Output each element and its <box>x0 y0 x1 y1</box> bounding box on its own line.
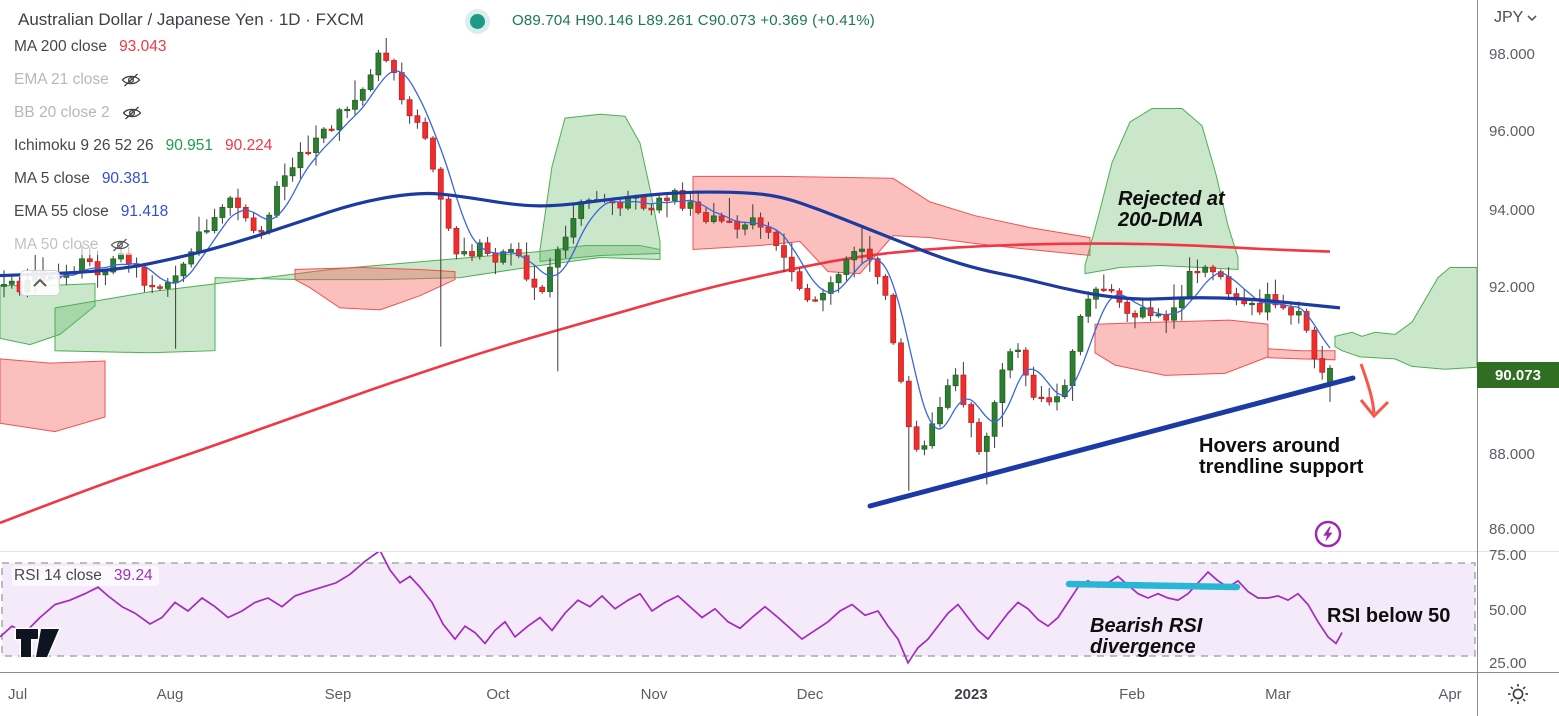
time-tick-Nov: Nov <box>640 686 668 703</box>
rsi-legend: RSI 14 close 39.24 <box>12 566 159 586</box>
time-tick-Aug: Aug <box>156 686 184 703</box>
legend-row-ma-50-close: MA 50 close <box>12 235 137 255</box>
legend-row-ichimoku-9-26-52-26: Ichimoku 9 26 52 26 90.951 90.224 <box>12 136 279 156</box>
annotation-bearish-rsi-divergence[interactable]: Bearish RSI divergence <box>1090 615 1203 658</box>
time-tick-Oct: Oct <box>486 686 510 703</box>
rsi-pane[interactable] <box>0 551 1477 672</box>
ichimoku-cloud-red <box>294 266 456 311</box>
annotation-rsi-below-50[interactable]: RSI below 50 <box>1327 605 1451 627</box>
price-tick-75.00: 75.00 <box>1489 547 1527 564</box>
toggle-visibility-button[interactable] <box>122 105 142 121</box>
down-arrow-head <box>1359 399 1390 419</box>
price-tick-98.000: 98.000 <box>1489 46 1535 63</box>
chevron-up-icon <box>33 278 47 287</box>
legend-value: 90.951 <box>165 137 214 154</box>
time-axis-settings[interactable] <box>1477 672 1559 716</box>
market-status-dot[interactable] <box>470 14 485 29</box>
currency-label: JPY <box>1494 9 1524 26</box>
ichimoku-cloud-green <box>1084 108 1239 275</box>
last-price-badge: 90.073 <box>1477 362 1559 388</box>
legend-row-ma-200-close: MA 200 close 93.043 <box>12 37 173 57</box>
toggle-visibility-button[interactable] <box>121 72 141 88</box>
ichimoku-cloud-red <box>1094 319 1269 376</box>
time-tick-Mar: Mar <box>1265 686 1291 703</box>
annotation-hovers-trendline-support[interactable]: Hovers around trendline support <box>1199 435 1364 478</box>
eye-off-icon <box>122 106 142 120</box>
candlestick-layer[interactable] <box>1 52 1333 453</box>
price-pane[interactable] <box>0 0 1477 551</box>
symbol-title[interactable]: Australian Dollar / Japanese Yen · 1D · … <box>18 10 364 29</box>
rsi-legend-value: 39.24 <box>113 567 153 584</box>
tradingview-logo[interactable] <box>13 624 63 662</box>
pane-separator[interactable] <box>0 551 1559 552</box>
legend-label: MA 50 close <box>14 236 99 253</box>
legend-label: MA 200 close <box>14 38 108 55</box>
legend-row-bb-20-close-2: BB 20 close 2 <box>12 103 148 123</box>
time-axis-separator <box>0 672 1559 673</box>
legend-value: 90.381 <box>101 170 150 187</box>
price-tick-50.00: 50.00 <box>1489 602 1527 619</box>
annotation-rejected-at-200dma[interactable]: Rejected at 200-DMA <box>1118 188 1225 231</box>
legend-label: MA 5 close <box>14 170 90 187</box>
price-tick-94.000: 94.000 <box>1489 202 1535 219</box>
lightning-icon <box>1314 520 1342 548</box>
legend-row-ema-55-close: EMA 55 close 91.418 <box>12 202 175 222</box>
time-tick-Jul: Jul <box>8 686 28 703</box>
price-axis-separator <box>1477 0 1478 716</box>
price-tick-88.000: 88.000 <box>1489 446 1535 463</box>
legend-value: 91.418 <box>120 203 169 220</box>
currency-selector[interactable]: JPY <box>1494 9 1537 27</box>
time-tick-Feb: Feb <box>1119 686 1145 703</box>
ohlc-readout: O89.704 H90.146 L89.261 C90.073 +0.369 (… <box>512 12 876 29</box>
price-tick-92.000: 92.000 <box>1489 279 1535 296</box>
ma200-line[interactable] <box>0 242 1331 525</box>
ichimoku-cloud-green <box>539 113 661 263</box>
legend-row-ma-5-close: MA 5 close 90.381 <box>12 169 156 189</box>
legend-value: 90.224 <box>225 137 273 154</box>
time-tick-Sep: Sep <box>324 686 352 703</box>
eye-off-icon <box>111 238 130 252</box>
price-tick-86.000: 86.000 <box>1489 521 1535 538</box>
rsi-legend-label: RSI 14 close <box>14 567 102 584</box>
time-tick-2023: 2023 <box>954 686 988 703</box>
flash-trade-button[interactable] <box>1313 519 1343 549</box>
eye-off-icon <box>121 73 141 87</box>
ichimoku-cloud-green <box>1334 267 1477 370</box>
ichimoku-cloud-red <box>1267 348 1336 361</box>
trendline-support[interactable] <box>867 375 1356 509</box>
rsi-line[interactable] <box>0 551 1343 665</box>
price-tick-25.00: 25.00 <box>1489 655 1527 672</box>
time-tick-Apr: Apr <box>1438 686 1462 703</box>
gear-icon <box>1508 684 1528 704</box>
toggle-visibility-button[interactable] <box>110 237 130 253</box>
legend-label: EMA 21 close <box>14 71 109 88</box>
legend-row-ema-21-close: EMA 21 close <box>12 70 147 90</box>
ema55-line[interactable] <box>0 190 1341 310</box>
legend-collapse-button[interactable] <box>20 270 60 296</box>
price-tick-96.000: 96.000 <box>1489 123 1535 140</box>
chevron-down-icon <box>1527 14 1537 21</box>
legend-label: Ichimoku 9 26 52 26 <box>14 137 154 154</box>
legend-label: BB 20 close 2 <box>14 104 110 121</box>
down-arrow[interactable] <box>1359 363 1376 414</box>
time-tick-Dec: Dec <box>796 686 824 703</box>
ichimoku-cloud-red <box>0 358 106 433</box>
legend-value: 93.043 <box>119 38 167 55</box>
rsi-divergence-line[interactable] <box>1065 580 1241 591</box>
rsi-highlight-rect[interactable] <box>1 562 1476 657</box>
legend-label: EMA 55 close <box>14 203 109 220</box>
